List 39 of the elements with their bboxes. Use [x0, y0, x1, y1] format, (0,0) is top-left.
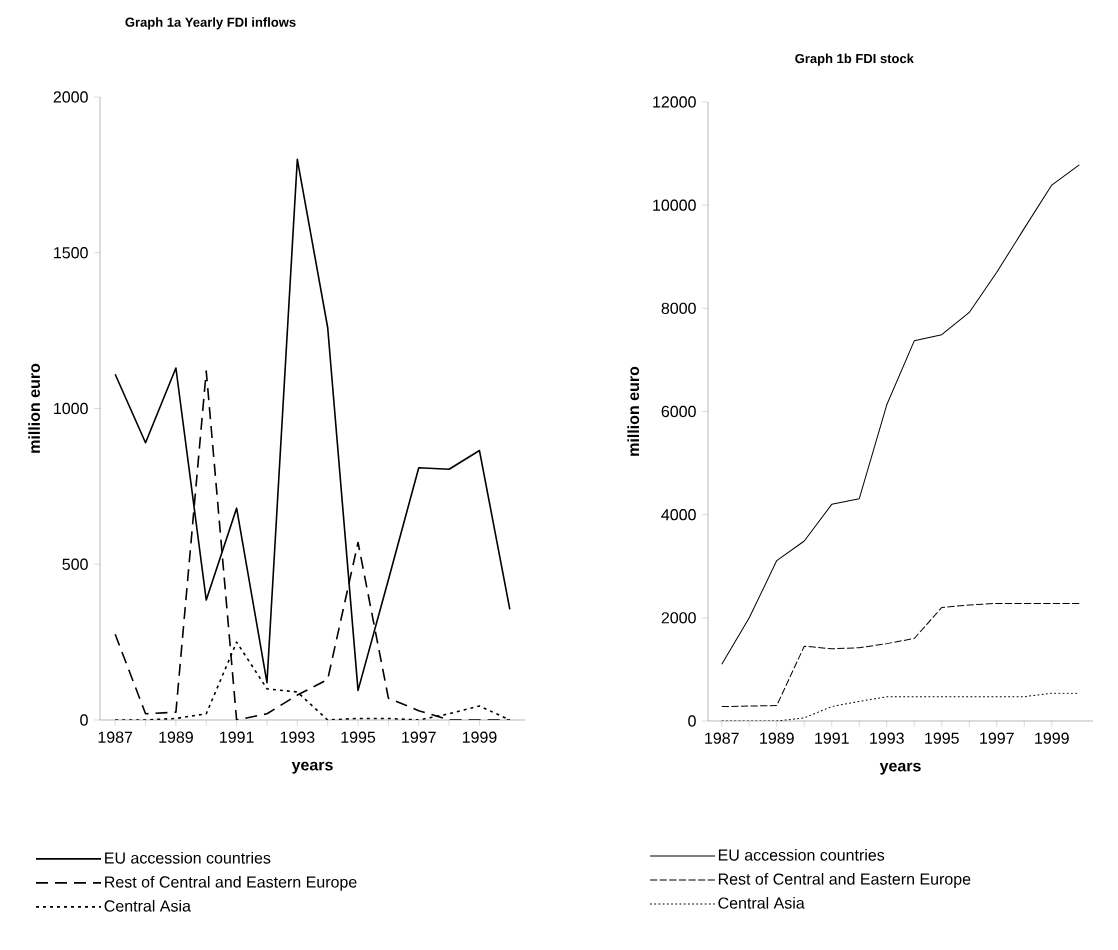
chart-title: Graph 1a Yearly FDI inflows	[125, 17, 296, 30]
legend-label: Rest of Central and Eastern Europe	[718, 873, 971, 888]
y-axis-title: million euro	[627, 366, 640, 456]
legend-label: EU accession countries	[105, 851, 271, 864]
x-tick-label: 1989	[760, 732, 794, 744]
x-tick-label: 1999	[462, 731, 497, 743]
legend-label: EU accession countries	[718, 849, 885, 861]
y-tick-label: 0	[688, 715, 696, 727]
x-axis-title: years	[879, 762, 921, 775]
y-tick-label: 2000	[53, 91, 88, 103]
x-tick-label: 1997	[980, 732, 1014, 744]
x-tick-label: 1997	[402, 731, 436, 743]
x-tick-label: 1999	[1035, 732, 1069, 744]
x-tick-label: 1987	[705, 732, 739, 744]
y-tick-label: 1000	[54, 402, 88, 415]
y-tick-label: 6000	[661, 405, 696, 418]
x-tick-label: 1989	[159, 731, 193, 743]
x-tick-label: 1993	[870, 732, 904, 744]
chart-title: Graph 1b FDI stock	[795, 53, 914, 66]
x-tick-label: 1993	[280, 731, 315, 743]
y-tick-label: 4000	[661, 509, 696, 521]
y-tick-label: 0	[80, 714, 88, 726]
x-tick-label: 1987	[98, 731, 133, 743]
x-tick-label: 1991	[815, 732, 849, 744]
y-axis-title: million euro	[28, 363, 41, 453]
x-tick-label: 1995	[341, 731, 376, 743]
line-series	[721, 164, 1080, 665]
y-tick-label: 2000	[661, 612, 696, 624]
y-tick-label: 1500	[54, 247, 88, 259]
y-tick-label: 12000	[653, 96, 696, 108]
y-tick-label: 500	[62, 558, 88, 570]
y-tick-label: 10000	[653, 199, 696, 211]
x-axis-title: years	[291, 761, 333, 774]
x-tick-label: 1995	[925, 732, 959, 744]
y-tick-label: 8000	[661, 302, 696, 314]
legend-label: Central Asia	[104, 899, 191, 912]
legend-label: Rest of Central and Eastern Europe	[105, 875, 357, 891]
x-tick-label: 1991	[220, 731, 254, 743]
legend-label: Central Asia	[718, 896, 805, 909]
